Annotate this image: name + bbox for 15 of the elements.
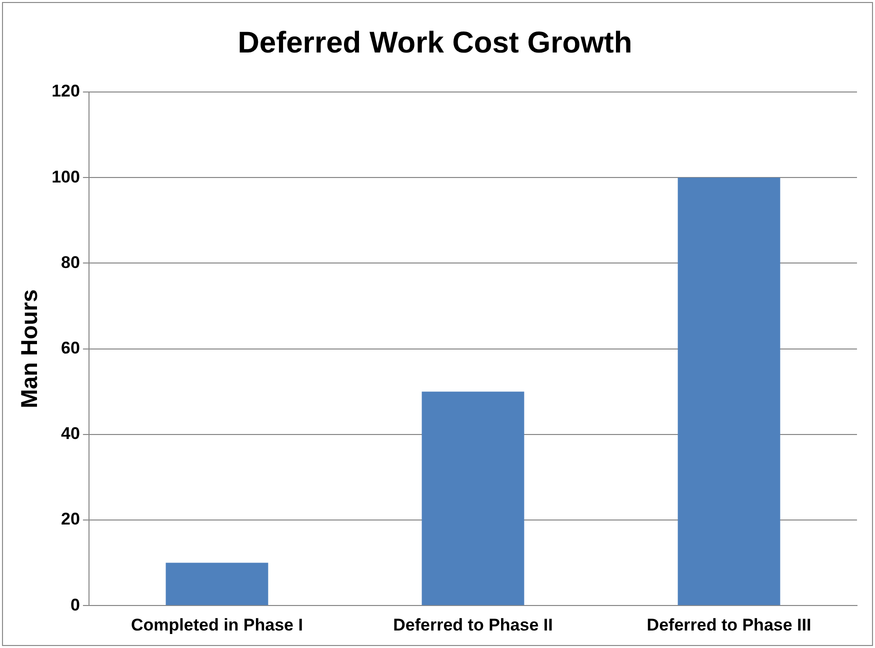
- y-tick-label: 100: [52, 167, 80, 186]
- x-tick-label: Deferred to Phase II: [393, 615, 553, 634]
- x-tick-label: Completed in Phase I: [131, 615, 303, 634]
- y-tick-label: 20: [61, 510, 80, 529]
- y-axis-title: Man Hours: [16, 289, 42, 408]
- y-tick-label: 60: [61, 338, 80, 358]
- chart-title: Deferred Work Cost Growth: [238, 26, 632, 60]
- bar: [166, 562, 268, 606]
- y-tick-label: 80: [61, 252, 80, 272]
- y-tick-label: 0: [70, 595, 80, 614]
- x-tick-label: Deferred to Phase III: [646, 615, 812, 634]
- y-tick-label: 120: [52, 82, 80, 101]
- bar: [422, 392, 524, 606]
- bar: [678, 178, 780, 606]
- y-tick-label: 40: [61, 424, 80, 444]
